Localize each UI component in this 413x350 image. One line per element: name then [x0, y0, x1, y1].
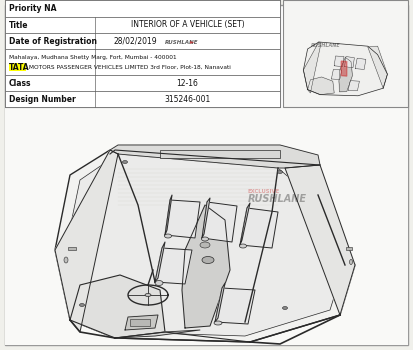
Bar — [5, 0, 280, 107]
Bar — [5, 33, 280, 49]
Polygon shape — [331, 69, 342, 79]
Text: RUSHLANE: RUSHLANE — [311, 43, 341, 48]
Ellipse shape — [145, 294, 151, 296]
Text: Mahalaya, Mudhana Shetty Marg, Fort, Mumbai - 400001: Mahalaya, Mudhana Shetty Marg, Fort, Mum… — [9, 55, 177, 60]
Polygon shape — [215, 283, 225, 322]
Polygon shape — [304, 42, 321, 93]
Polygon shape — [308, 77, 334, 94]
Polygon shape — [55, 150, 355, 342]
Bar — [283, 0, 408, 107]
Text: Class: Class — [9, 78, 31, 88]
Polygon shape — [304, 42, 387, 96]
Text: RUSHLANE: RUSHLANE — [165, 40, 199, 44]
Polygon shape — [334, 56, 344, 66]
Polygon shape — [115, 330, 200, 338]
Bar — [160, 150, 280, 158]
Polygon shape — [155, 248, 192, 284]
Ellipse shape — [278, 170, 282, 174]
Ellipse shape — [202, 237, 209, 241]
Text: INTERIOR OF A VEHICLE (SET): INTERIOR OF A VEHICLE (SET) — [131, 21, 244, 29]
Ellipse shape — [282, 307, 287, 309]
Ellipse shape — [240, 244, 247, 248]
Ellipse shape — [155, 280, 163, 286]
Bar — [5, 91, 280, 107]
Ellipse shape — [200, 242, 210, 248]
Polygon shape — [55, 150, 118, 332]
Ellipse shape — [123, 161, 128, 163]
Polygon shape — [155, 242, 165, 282]
Text: 315246-001: 315246-001 — [164, 94, 211, 104]
Text: EXCLUSIVE: EXCLUSIVE — [248, 189, 280, 194]
Polygon shape — [285, 165, 355, 315]
Polygon shape — [339, 57, 352, 92]
Bar — [9, 63, 26, 71]
Text: Priority NA: Priority NA — [9, 4, 57, 13]
Ellipse shape — [202, 257, 214, 264]
Polygon shape — [355, 58, 366, 69]
Text: MOTORS PASSENGER VEHICLES LIMITED 3rd Floor, Plot-18, Nanavati: MOTORS PASSENGER VEHICLES LIMITED 3rd Fl… — [27, 64, 231, 70]
Ellipse shape — [349, 259, 353, 265]
Polygon shape — [240, 208, 278, 248]
Bar — [5, 49, 280, 75]
Bar — [346, 247, 352, 250]
Polygon shape — [165, 200, 200, 238]
Ellipse shape — [64, 257, 68, 263]
Ellipse shape — [214, 321, 222, 325]
Ellipse shape — [79, 303, 85, 307]
Text: RUSHLANE: RUSHLANE — [248, 194, 307, 204]
Polygon shape — [70, 275, 165, 338]
Text: 28/02/2019: 28/02/2019 — [113, 36, 157, 46]
Bar — [68, 247, 76, 250]
Polygon shape — [341, 61, 347, 76]
Polygon shape — [125, 315, 158, 330]
Polygon shape — [215, 288, 255, 324]
Bar — [130, 319, 150, 326]
Bar — [5, 17, 280, 33]
Polygon shape — [110, 145, 320, 168]
Bar — [5, 0, 280, 17]
Polygon shape — [240, 203, 250, 245]
Text: ►: ► — [190, 40, 194, 44]
Polygon shape — [65, 154, 345, 336]
Polygon shape — [202, 198, 210, 238]
Polygon shape — [202, 202, 237, 242]
Polygon shape — [348, 80, 359, 91]
Polygon shape — [344, 57, 354, 68]
Text: Design Number: Design Number — [9, 94, 76, 104]
Polygon shape — [368, 46, 387, 88]
Text: Date of Registration: Date of Registration — [9, 36, 97, 46]
Polygon shape — [165, 195, 172, 235]
Bar — [5, 107, 408, 345]
Bar — [5, 75, 280, 91]
Ellipse shape — [164, 234, 171, 238]
Text: 12-16: 12-16 — [177, 78, 198, 88]
Text: Title: Title — [9, 21, 28, 29]
Text: TATA: TATA — [9, 63, 30, 71]
Polygon shape — [182, 205, 230, 328]
